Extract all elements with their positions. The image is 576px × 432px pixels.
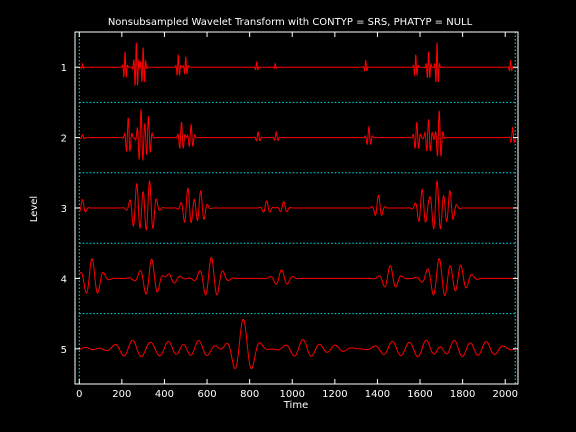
x-tick-label: 1200 [322, 389, 347, 400]
y-tick-label: 4 [61, 274, 67, 285]
y-tick-label: 3 [61, 204, 67, 215]
x-tick-label: 2000 [492, 389, 517, 400]
chart-title: Nonsubsampled Wavelet Transform with CON… [108, 17, 473, 28]
x-tick-label: 1000 [280, 389, 305, 400]
level-1-trace [79, 42, 516, 86]
x-axis-label: Time [283, 400, 308, 411]
y-tick-label: 1 [61, 63, 67, 74]
x-tick-label: 1400 [365, 389, 390, 400]
x-tick-label: 0 [76, 389, 82, 400]
y-tick-label: 2 [61, 134, 67, 145]
x-tick-label: 1800 [450, 389, 475, 400]
level-5-trace [79, 318, 516, 370]
x-tick-label: 200 [112, 389, 131, 400]
level-2-trace [79, 109, 516, 162]
x-tick-label: 600 [198, 389, 217, 400]
y-axis-label: Level [29, 196, 40, 222]
level-3-trace [79, 179, 516, 231]
x-tick-label: 800 [240, 389, 259, 400]
x-tick-label: 1600 [407, 389, 432, 400]
x-tick-label: 400 [155, 389, 174, 400]
plot-area: 0 200 400 600 800 1000 1200 1400 1600 1800 2000 1 2 3… [61, 31, 519, 400]
level-4-trace [78, 256, 516, 296]
y-tick-label: 5 [61, 345, 67, 356]
